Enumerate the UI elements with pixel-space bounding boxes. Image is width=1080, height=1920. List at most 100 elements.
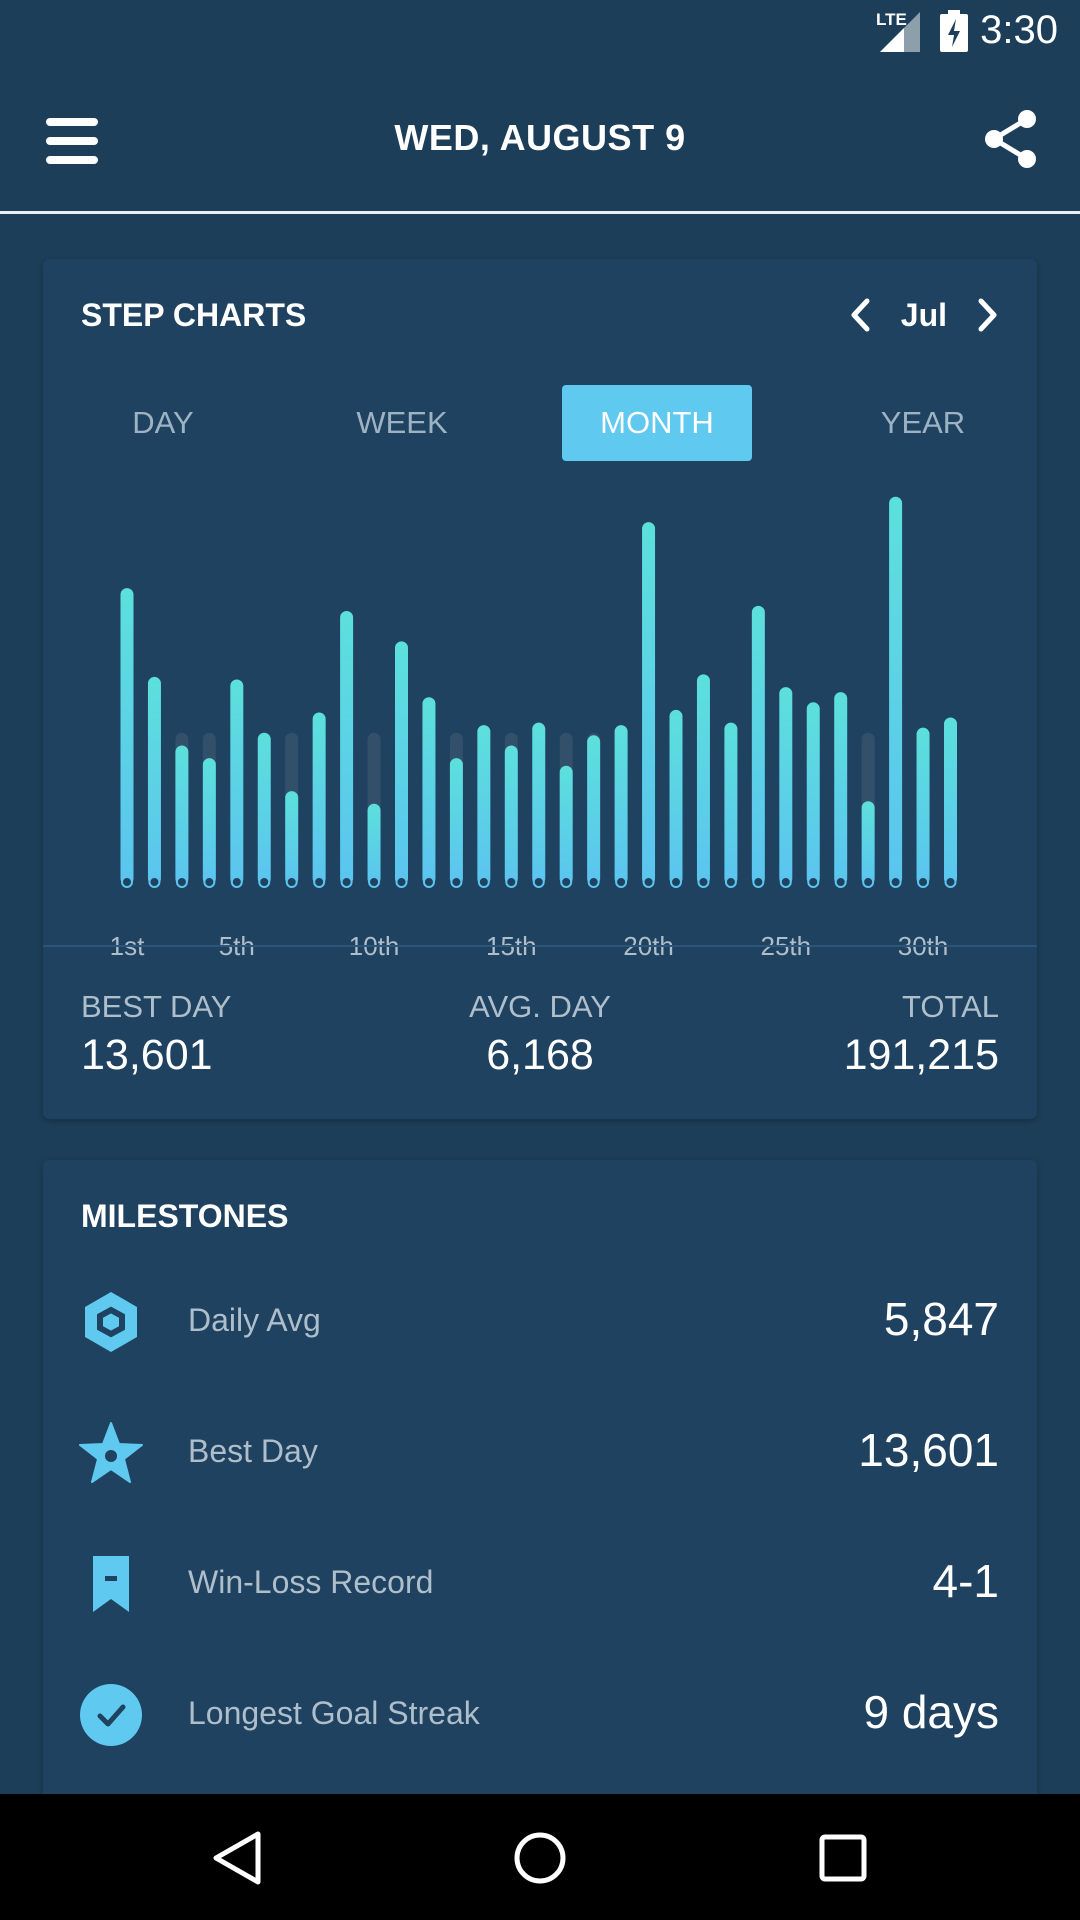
milestone-goal-streak: Longest Goal Streak 9 days [43,1665,1037,1765]
milestone-label: Longest Goal Streak [188,1695,480,1731]
step-bar-day-31 [944,717,957,885]
network-type: LTE [876,10,907,29]
milestone-value: 5,847 [883,1293,999,1345]
bar-base-dot [889,876,902,888]
step-bar-day-12 [422,697,436,885]
share-icon[interactable] [982,109,1040,169]
step-bar-day-8 [312,712,326,885]
bar-base-dot [121,876,133,888]
step-bar-day-2 [147,676,161,885]
step-bar-day-30 [916,727,930,885]
step-bar-day-4 [202,758,216,885]
step-bar-day-14 [477,725,491,885]
system-nav-bar [0,1794,1080,1920]
bar-base-dot [807,876,820,888]
bar-base-dot [615,876,628,888]
milestone-daily-avg: Daily Avg 5,847 [43,1272,1037,1372]
date-title: WED, AUGUST 9 [394,117,686,158]
milestone-label: Best Day [188,1433,318,1469]
step-bar-day-13 [449,758,463,885]
bar-base-dot [230,876,243,888]
bar-base-dot [368,876,381,888]
step-bar-day-29 [889,496,903,885]
milestone-value: 9 days [863,1686,999,1738]
step-bar-day-19 [614,725,628,885]
bar-base-dot [313,876,326,888]
step-bar-day-5 [230,679,244,885]
tab-year[interactable]: YEAR [880,405,966,440]
recents-icon[interactable] [813,1828,873,1888]
bar-base-dot [285,876,298,888]
bar-base-dot [395,876,408,888]
step-bar-day-1 [120,588,134,885]
signal-icon [880,12,920,52]
bar-base-dot [724,876,737,888]
bar-base-dot [834,876,847,888]
tab-month[interactable]: MONTH [562,385,752,461]
milestone-value: 4-1 [932,1555,999,1607]
best-day-stat: BEST DAY 13,601 [81,989,231,1080]
milestones-title: MILESTONES [81,1198,289,1234]
bookmark-icon [93,1556,129,1612]
bar-base-dot [917,876,930,888]
best-day-value: 13,601 [81,1031,213,1079]
step-bar-day-27 [834,692,848,885]
bar-base-dot [697,876,710,888]
milestone-label: Daily Avg [188,1302,321,1338]
app-bar: WED, AUGUST 9 [0,63,1080,214]
bar-base-dot [642,876,655,888]
step-bar-day-10 [367,803,381,885]
home-icon[interactable] [510,1828,570,1888]
total-value: 191,215 [843,1031,999,1079]
bar-base-dot [175,876,188,888]
bar-base-dot [670,876,682,888]
next-month-button[interactable] [967,295,1007,335]
hexagon-icon [85,1292,137,1352]
bar-base-dot [587,876,600,888]
monthly-step-chart: 1st 5th 10th 15th 20th 25th 30th [110,496,957,961]
milestone-best-day: Best Day 13,601 [43,1403,1037,1503]
milestone-win-loss: Win-Loss Record 4-1 [43,1534,1037,1634]
back-icon[interactable] [208,1828,268,1888]
status-time: 3:30 [980,8,1058,52]
step-bar-day-22 [696,674,710,885]
chevron-left-icon [851,298,870,332]
step-bar-day-26 [806,702,820,885]
step-bar-day-16 [532,722,546,885]
milestone-label: Win-Loss Record [188,1564,434,1600]
bar-base-dot [258,876,271,888]
goal-tracks [175,732,875,885]
step-bar-day-7 [285,791,299,885]
total-stat: TOTAL 191,215 [844,989,999,1080]
step-charts-title: STEP CHARTS [81,297,307,333]
period-tabs: DAY WEEK MONTH YEAR [73,385,1013,461]
bar-base-dot [148,876,161,888]
month-label: Jul [900,296,947,333]
hamburger-menu-icon[interactable] [46,118,98,164]
tab-week[interactable]: WEEK [356,405,448,440]
bars [120,496,957,888]
tab-day[interactable]: DAY [132,405,194,440]
bar-base-dot [422,876,435,888]
step-bar-day-11 [395,641,408,885]
bar-base-dot [340,876,353,888]
step-bar-day-18 [587,735,601,885]
step-bar-day-15 [504,745,518,885]
status-bar: LTE 3:30 [0,0,1080,63]
bar-base-dot [450,876,463,888]
total-label: TOTAL [901,989,999,1024]
previous-month-button[interactable] [841,295,881,335]
star-icon [79,1422,143,1483]
divider [43,945,1037,947]
battery-charging-icon [940,10,968,52]
step-bar-day-6 [257,732,271,885]
bar-base-dot [560,876,573,888]
step-bar-day-28 [861,801,875,885]
bar-base-dot [203,876,216,888]
milestone-value: 13,601 [858,1424,999,1476]
step-charts-card: STEP CHARTS Jul DAY WEEK MONTH YEAR [43,259,1037,1119]
checkmark-circle-icon [80,1684,142,1746]
step-bar-day-24 [751,605,765,885]
milestones-card: MILESTONES Daily Avg 5,847 Best Day 13,6… [43,1160,1037,1860]
